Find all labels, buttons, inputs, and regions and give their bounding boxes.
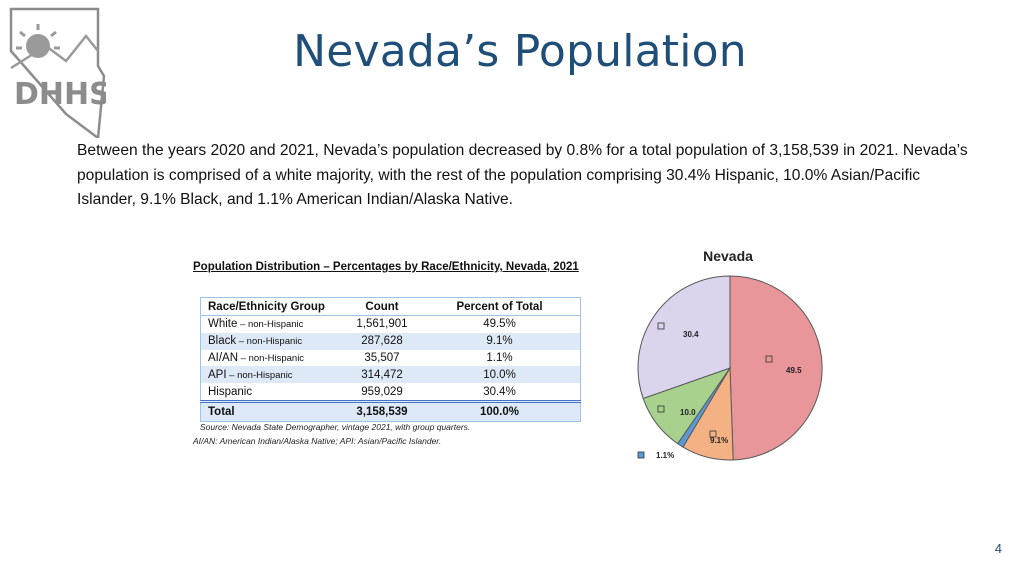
table-row: Black – non-Hispanic 287,628 9.1% — [200, 332, 581, 350]
page-number: 4 — [994, 541, 1002, 556]
cell-count: 3,158,539 — [345, 399, 419, 422]
cell-group: AI/AN – non-Hispanic — [201, 350, 346, 367]
cell-percent: 49.5% — [483, 318, 516, 331]
group-name: API — [208, 368, 227, 381]
cell-percent: 9.1% — [419, 332, 581, 350]
cell-percent: 100.0% — [419, 399, 581, 422]
cell-count: 314,472 — [345, 366, 419, 384]
group-sub: – non-Hispanic — [226, 369, 293, 381]
header-group: Race/Ethnicity Group — [200, 297, 345, 316]
pie-slice-white — [729, 275, 823, 461]
group-sub: – non-Hispanic — [238, 352, 305, 364]
chart-title: Nevada — [703, 248, 753, 264]
group-sub: – non-Hispanic — [236, 336, 303, 348]
table-source-note: Source: Nevada State Demographer, vintag… — [200, 422, 471, 432]
nevada-dhhs-logo-icon: DHHS — [9, 7, 106, 138]
cell-count: 35,507 — [364, 351, 400, 364]
slice-data-label: 10.0 — [680, 408, 696, 417]
table-row: White – non-Hispanic 1,561,901 49.5% — [201, 316, 581, 333]
slice-data-label: 1.1% — [656, 451, 674, 460]
nevada-pie-chart: Nevada 49.5 9.1% 1.1% 10.0 30.4 — [637, 248, 823, 461]
group-name: AI/AN — [208, 351, 239, 364]
header-count: Count — [345, 297, 419, 316]
table-row: Hispanic 959,029 30.4% — [201, 383, 581, 401]
legend-marker — [657, 405, 665, 413]
slice-data-label: 9.1% — [710, 436, 728, 445]
group-name: Black — [208, 335, 237, 348]
cell-percent: 1.1% — [486, 351, 513, 364]
group-name: Hispanic — [208, 385, 253, 398]
cell-count: 287,628 — [345, 332, 419, 350]
cell-group: API – non-Hispanic — [200, 366, 345, 384]
table-header-row: Race/Ethnicity Group Count Percent of To… — [200, 297, 581, 316]
table-abbrev-note: AI/AN: American Indian/Alaska Native; AP… — [193, 436, 442, 446]
group-sub: – non-Hispanic — [237, 319, 304, 331]
slice-data-label: 49.5 — [786, 366, 802, 375]
table-total-row: Total 3,158,539 100.0% — [200, 399, 581, 422]
intro-paragraph: Between the years 2020 and 2021, Nevada’… — [77, 142, 968, 208]
legend-marker — [657, 322, 665, 330]
legend-marker — [637, 451, 645, 459]
cell-group: Black – non-Hispanic — [200, 332, 345, 350]
cell-count: 1,561,901 — [356, 318, 408, 331]
cell-count: 959,029 — [361, 385, 403, 398]
legend-marker — [709, 430, 717, 438]
table-title: Population Distribution – Percentages by… — [193, 261, 579, 273]
cell-group: Hispanic — [201, 383, 346, 401]
header-percent: Percent of Total — [419, 297, 581, 316]
cell-percent: 10.0% — [419, 366, 581, 384]
cell-group: Total — [200, 399, 345, 422]
population-table: Race/Ethnicity Group Count Percent of To… — [200, 297, 581, 422]
cell-group: White – non-Hispanic — [201, 316, 346, 333]
pie-slice-hispanic — [637, 275, 731, 400]
table-row: API – non-Hispanic 314,472 10.0% — [200, 366, 581, 384]
legend-marker — [765, 355, 773, 363]
page-title: Nevada’s Population — [293, 26, 747, 77]
logo-text: DHHS — [14, 77, 106, 112]
group-name: White — [208, 318, 238, 331]
table-row: AI/AN – non-Hispanic 35,507 1.1% — [201, 350, 581, 367]
cell-percent: 30.4% — [483, 385, 516, 398]
slice-data-label: 30.4 — [683, 330, 699, 339]
